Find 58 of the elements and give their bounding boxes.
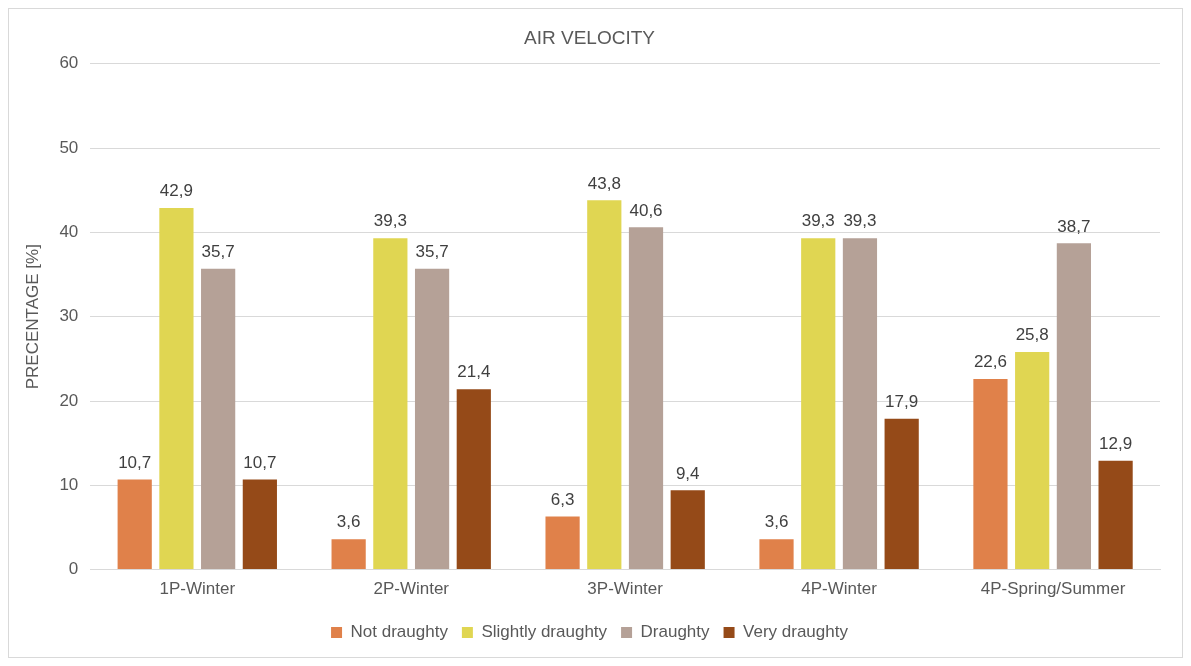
data-label: 35,7 bbox=[415, 241, 449, 261]
bar bbox=[670, 490, 705, 570]
data-label: 39,3 bbox=[373, 211, 407, 231]
bar bbox=[884, 418, 919, 570]
y-tick-label: 40 bbox=[59, 222, 79, 242]
bar bbox=[801, 238, 836, 570]
y-tick-label: 10 bbox=[59, 474, 79, 494]
data-label: 17,9 bbox=[885, 391, 919, 411]
bar bbox=[1056, 243, 1091, 570]
y-tick-label: 50 bbox=[59, 137, 79, 157]
bar bbox=[1015, 352, 1050, 570]
bar bbox=[587, 200, 622, 570]
y-tick-label: 20 bbox=[59, 390, 79, 410]
data-label: 38,7 bbox=[1057, 216, 1091, 236]
x-tick-label: 4P-Winter bbox=[801, 579, 878, 599]
x-tick-label: 1P-Winter bbox=[159, 579, 236, 599]
bar bbox=[373, 238, 408, 570]
chart-title: AIR VELOCITY bbox=[524, 26, 656, 48]
bar bbox=[1098, 460, 1133, 570]
y-tick-label: 60 bbox=[59, 53, 79, 73]
bar bbox=[414, 268, 450, 570]
data-label: 40,6 bbox=[629, 200, 663, 220]
bar bbox=[159, 207, 194, 570]
data-label: 10,7 bbox=[243, 452, 277, 472]
legend-label: Draughty bbox=[640, 622, 711, 642]
data-label: 3,6 bbox=[764, 512, 789, 532]
bar bbox=[201, 268, 236, 570]
legend-label: Slightly draughty bbox=[481, 622, 608, 642]
y-tick-label: 0 bbox=[68, 559, 79, 579]
bar bbox=[242, 479, 277, 570]
bar bbox=[456, 389, 491, 570]
bar bbox=[842, 238, 878, 570]
data-label: 3,6 bbox=[336, 512, 361, 532]
legend-label: Very draughty bbox=[743, 622, 849, 642]
data-label: 39,3 bbox=[801, 211, 835, 231]
x-tick-label: 4P-Spring/Summer bbox=[980, 579, 1126, 599]
data-label: 6,3 bbox=[550, 489, 575, 509]
bar bbox=[973, 379, 1008, 570]
legend-label: Not draughty bbox=[350, 622, 449, 642]
bar bbox=[545, 516, 580, 570]
bar bbox=[331, 539, 366, 570]
data-label: 39,3 bbox=[843, 211, 877, 231]
bar bbox=[117, 479, 152, 570]
y-axis-title: PRECENTAGE [%] bbox=[22, 244, 42, 390]
data-label: 9,4 bbox=[675, 463, 700, 483]
data-label: 21,4 bbox=[457, 362, 491, 382]
data-label: 42,9 bbox=[159, 181, 193, 201]
bar bbox=[628, 227, 664, 570]
data-label: 35,7 bbox=[201, 241, 235, 261]
data-label: 10,7 bbox=[118, 452, 152, 472]
x-tick-label: 2P-Winter bbox=[373, 579, 450, 599]
data-label: 25,8 bbox=[1015, 325, 1049, 345]
data-label: 12,9 bbox=[1099, 434, 1133, 454]
x-tick-label: 3P-Winter bbox=[587, 579, 664, 599]
y-tick-label: 30 bbox=[59, 306, 79, 326]
bar bbox=[759, 539, 794, 570]
data-label: 43,8 bbox=[587, 173, 621, 193]
data-label: 22,6 bbox=[973, 352, 1007, 372]
